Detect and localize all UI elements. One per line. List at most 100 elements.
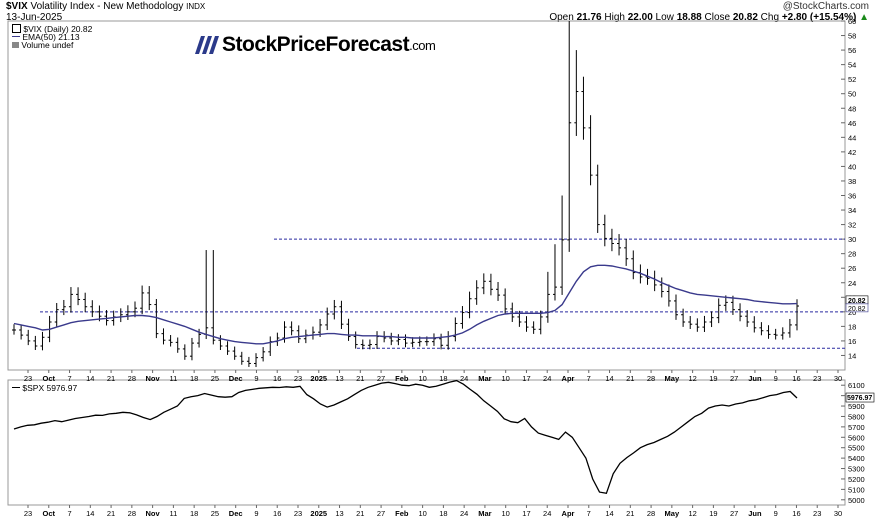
x-tick-label: 18 [439, 374, 447, 383]
ohlc-bar [125, 305, 130, 320]
ohlc-bar [268, 336, 273, 356]
logo-suffix: .com [409, 37, 436, 53]
x-tick-label: 10 [502, 509, 510, 518]
x-tick-label: 11 [169, 374, 177, 383]
x-tick-label: 7 [67, 509, 71, 518]
ohlc-bar [225, 341, 230, 355]
x-tick-label: 23 [24, 374, 32, 383]
ohlc-bar [659, 277, 664, 298]
ohlc-bar [26, 329, 31, 346]
x-tick-label: 19 [709, 374, 717, 383]
x-tick-label: 12 [688, 509, 696, 518]
y-tick-label: 26 [848, 264, 856, 273]
y-tick-label: 42 [848, 148, 856, 157]
ohlc-bar [588, 115, 593, 186]
ohlc-bar [254, 353, 259, 368]
ohlc-bar [759, 322, 764, 336]
x-tick-label: Apr [562, 509, 575, 518]
y-tick-label: 52 [848, 75, 856, 84]
chart-date: 13-Jun-2025 [6, 12, 63, 23]
x-tick-label: 9 [774, 509, 778, 518]
x-tick-label: 16 [792, 509, 800, 518]
last-value-tag: 20.82 [845, 295, 869, 305]
chart-title: $VIX Volatility Index - New Methodology … [6, 1, 205, 12]
x-tick-label: 18 [439, 509, 447, 518]
ohlc-bar [567, 21, 572, 252]
ohlc-bar [609, 228, 614, 252]
spx-last-value-label: 5976.97 [847, 395, 872, 402]
ohlc-bar [275, 332, 280, 346]
x-tick-label: 23 [294, 374, 302, 383]
x-tick-label: 16 [273, 374, 281, 383]
y-tick-label: 50 [848, 90, 856, 99]
x-tick-label: Dec [229, 509, 243, 518]
ohlc-bar [688, 316, 693, 329]
x-tick-label: 14 [86, 374, 94, 383]
ohlc-bar [61, 299, 66, 316]
ohlc-bar [168, 335, 173, 347]
ema-50-line [13, 264, 798, 345]
y-tick-label: 5500 [848, 444, 865, 453]
ohlc-bar [154, 299, 159, 339]
ohlc-bar [439, 333, 444, 350]
x-tick-label: 25 [211, 509, 219, 518]
x-tick-label: 21 [356, 509, 364, 518]
x-tick-label: Nov [146, 509, 161, 518]
y-tick-label: 16 [848, 337, 856, 346]
x-tick-label: 21 [107, 509, 115, 518]
ohlc-bar [389, 332, 394, 346]
ohlc-bar [218, 335, 223, 351]
x-tick-label: 10 [502, 374, 510, 383]
x-tick-label: May [665, 509, 680, 518]
ohlc-bar [581, 76, 586, 140]
ohlc-bar [90, 300, 95, 318]
y-tick-label: 56 [848, 46, 856, 55]
y-tick-label: 18 [848, 322, 856, 331]
x-tick-label: 14 [605, 509, 613, 518]
x-tick-label: 25 [211, 374, 219, 383]
ohlc-bar [488, 273, 493, 296]
ohlc-bar [481, 273, 486, 295]
ohlc-bar [545, 271, 550, 323]
x-tick-label: 9 [774, 374, 778, 383]
ohlc-bar [773, 328, 778, 340]
x-tick-label: 21 [626, 374, 634, 383]
y-tick-label: 38 [848, 177, 856, 186]
x-tick-label: Apr [562, 374, 575, 383]
x-tick-label: 23 [294, 509, 302, 518]
ohlc-bar [702, 315, 707, 332]
x-tick-label: 7 [587, 374, 591, 383]
x-tick-label: Nov [146, 374, 161, 383]
y-tick-label: 5000 [848, 496, 865, 505]
ohlc-bar [538, 310, 543, 335]
exchange: INDX [186, 2, 206, 11]
ohlc-bar [666, 284, 671, 307]
ohlc-bar [510, 302, 515, 322]
x-tick-label: 10 [418, 374, 426, 383]
x-tick-label: 2025 [310, 374, 327, 383]
x-tick-label: Oct [43, 374, 56, 383]
y-tick-label: 5400 [848, 454, 865, 463]
ohlc-bar [33, 335, 38, 351]
ohlc-legend-icon [12, 24, 21, 33]
ema-value-label: 20.82 [848, 306, 866, 313]
x-tick-label: Mar [478, 374, 491, 383]
ohlc-bar [410, 337, 415, 348]
y-tick-label: 14 [848, 351, 856, 360]
y-tick-label: 28 [848, 250, 856, 259]
y-tick-label: 32 [848, 221, 856, 230]
x-tick-label: 9 [254, 374, 258, 383]
x-tick-label: 14 [86, 509, 94, 518]
ohlc-bar [175, 337, 180, 353]
ohlc-bar [624, 238, 629, 266]
upper-plot-frame [7, 20, 846, 371]
x-tick-label: 24 [543, 509, 551, 518]
x-tick-label: 27 [730, 374, 738, 383]
ohlc-bar [780, 327, 785, 340]
spx-last-value-tag: 5976.97 [845, 392, 875, 403]
ohlc-bar [83, 292, 88, 313]
ohlc-bar [296, 325, 301, 344]
y-tick-label: 44 [848, 133, 856, 142]
y-tick-label: 34 [848, 206, 856, 215]
